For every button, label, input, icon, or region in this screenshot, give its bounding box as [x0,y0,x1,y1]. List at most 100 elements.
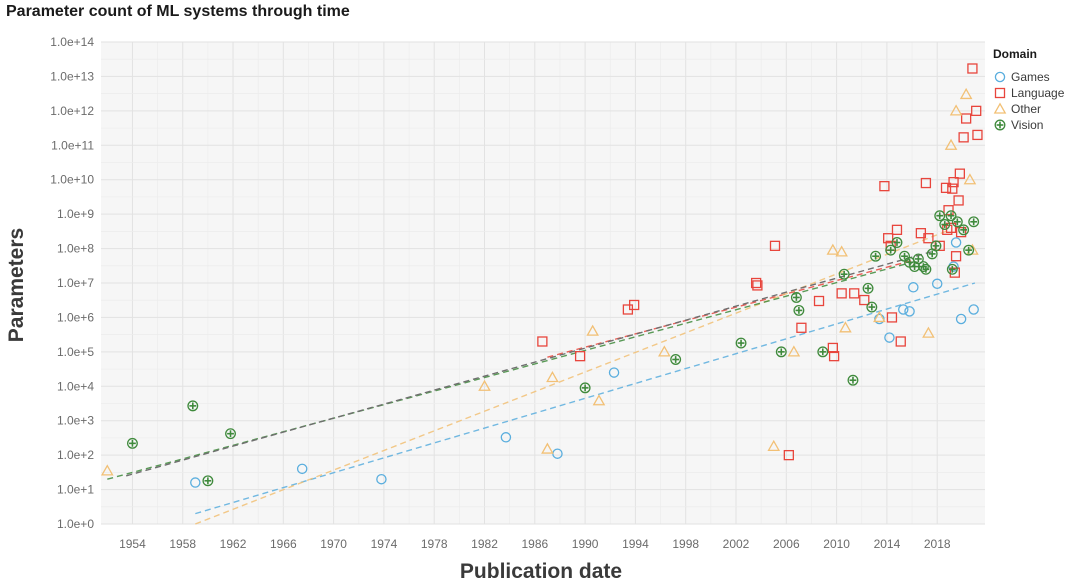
language-point [942,224,953,235]
vision-marker-ring [958,224,970,236]
vision-point [899,250,910,262]
other-point [658,345,671,357]
legend-language-marker [994,87,1006,99]
vision-marker-ring [670,354,682,365]
vision-point [817,346,829,358]
games-point [884,332,895,343]
trend-lines [107,229,976,525]
vision-marker-ring [951,216,963,228]
other-point [835,245,848,257]
other-point [826,243,840,255]
vision-marker-ring [579,382,591,394]
y-tick-label: 1.0e+6 [57,310,94,324]
language-point [947,183,958,194]
vision-marker-ring [930,240,942,252]
other-point [592,394,606,406]
vision-point [225,428,236,440]
language-point [883,233,894,244]
language-point [949,267,960,278]
vision-marker-ring [939,219,951,230]
language-point [769,240,781,251]
vision-marker-ring [838,268,850,280]
other-point [478,379,491,391]
games-point [955,313,967,325]
games-point [500,432,512,443]
other-point [546,370,559,383]
vision-marker-ring [917,261,929,273]
vision-marker-ring [126,437,138,449]
x-tick-label: 1962 [220,537,247,551]
vision-point [862,282,874,294]
vision-point [793,304,805,316]
games-point [898,304,909,315]
y-tick-label: 1.0e+5 [57,345,94,359]
x-tick-label: 1966 [270,537,297,551]
games-point [908,282,919,293]
other-point [767,439,781,452]
language-point [958,132,969,143]
other-trend-line [195,229,951,525]
language-point [537,336,548,347]
vision-point [187,400,199,412]
vision-marker-ring [790,292,802,303]
other-point [586,324,599,336]
language-point [886,312,898,323]
language-point [752,280,763,291]
y-tick-label: 1.0e+1 [57,483,94,497]
language-point [923,233,934,244]
y-tick-label: 1.0e+14 [50,35,94,49]
language-point [783,449,794,461]
x-tick-label: 1970 [320,537,347,551]
language-point [849,288,860,299]
language-point [895,336,906,347]
vision-marker-ring [885,244,897,256]
vision-marker-ring [866,301,878,313]
vision-point [968,216,980,228]
vision-point [958,224,970,236]
x-tick-label: 1986 [521,537,548,551]
vision-point [870,250,882,262]
vision-marker-ring [934,210,946,222]
vision-marker-ring [735,337,747,349]
vision-marker-ring [912,253,924,265]
vision-point [946,263,958,275]
language-point [629,299,640,311]
vision-marker-ring [945,210,957,222]
y-axis-ticks: 1.0e+0 1.0e+1 1.0e+2 1.0e+3 1.0e+4 1.0e+5 1.0e… [50,35,94,531]
language-point [950,251,962,262]
vision-point [847,374,859,386]
other-point [787,345,801,357]
language-point [828,351,840,362]
y-tick-label: 1.0e+11 [51,138,94,152]
games-point [968,304,979,315]
vision-trend-line [107,261,913,480]
vision-point [912,253,924,265]
vision-marker-ring [870,250,882,262]
legend-vision-label: Vision [1011,118,1043,132]
language-point [948,176,959,188]
language-point [972,129,983,141]
language-point [940,182,952,194]
x-tick-label: 2014 [874,537,901,551]
games-trend-line [195,282,976,515]
y-tick-label: 1.0e+0 [57,517,94,531]
language-point [953,195,964,206]
y-axis-title: Parameters [5,228,28,342]
vision-marker-ring [963,244,975,256]
y-tick-label: 1.0e+3 [57,414,94,428]
x-tick-label: 1958 [169,537,196,551]
language-point [971,105,982,117]
vision-point [951,216,963,228]
vision-point [885,244,897,256]
other-point [944,138,958,150]
x-axis-ticks: 1954 1958 1962 1966 1970 1974 1978 1982 1986 1990… [119,537,951,551]
vision-point [838,268,850,280]
vision-point [735,337,747,349]
x-tick-label: 1982 [471,537,498,551]
games-point [296,463,308,475]
vision-marker-ring [968,216,980,228]
x-tick-label: 1974 [371,537,398,551]
y-tick-label: 1.0e+13 [50,69,94,83]
other-point [100,464,114,476]
games-point [376,473,387,485]
